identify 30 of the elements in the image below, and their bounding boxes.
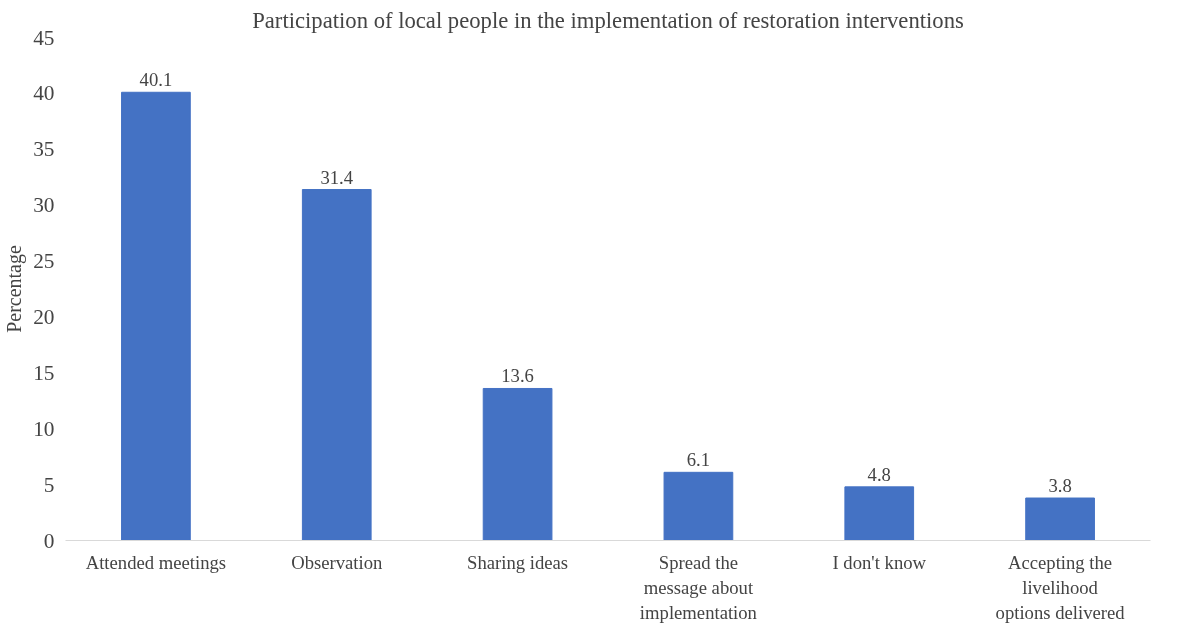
y-tick-label: 35 xyxy=(33,137,55,162)
x-tick-label: Accepting the livelihood options delivered xyxy=(995,551,1126,623)
y-tick-label: 0 xyxy=(43,528,55,553)
x-tick-label: Spread the message about implementation xyxy=(639,551,758,623)
y-tick-label: 20 xyxy=(33,304,55,329)
chart-title: Participation of local people in the implementation of restoration interventions xyxy=(252,7,964,33)
x-tick-label: Attended meetings xyxy=(85,551,227,573)
data-label: 6.1 xyxy=(686,449,711,471)
data-label: 40.1 xyxy=(139,69,173,91)
data-label: 3.8 xyxy=(1048,475,1072,497)
x-tick-label: Observation xyxy=(291,551,384,573)
y-tick-label: 40 xyxy=(33,81,55,106)
bar xyxy=(121,91,191,541)
y-tick-label: 15 xyxy=(33,360,55,385)
y-axis-title: Percentage xyxy=(3,245,27,333)
data-label: 31.4 xyxy=(320,166,354,188)
bar xyxy=(1025,497,1095,541)
x-tick-label: I don't know xyxy=(832,551,927,573)
bar xyxy=(663,471,734,541)
data-label: 13.6 xyxy=(501,365,534,387)
y-tick-label: 5 xyxy=(43,472,55,497)
bar xyxy=(482,387,553,541)
bar xyxy=(301,189,372,541)
y-tick-label: 30 xyxy=(33,193,55,218)
data-label: 4.8 xyxy=(867,463,891,485)
y-tick-label: 45 xyxy=(33,25,55,50)
y-tick-label: 10 xyxy=(33,416,55,441)
bar xyxy=(844,486,915,541)
x-tick-label: Sharing ideas xyxy=(467,551,569,573)
y-tick-label: 25 xyxy=(33,249,55,274)
